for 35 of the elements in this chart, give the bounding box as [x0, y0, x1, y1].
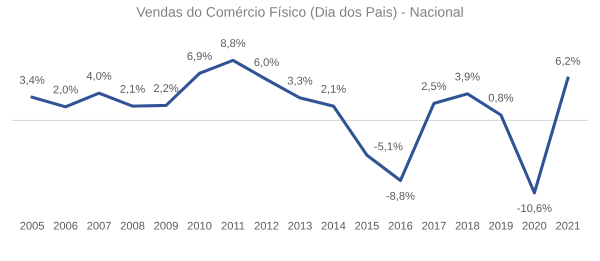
x-tick-label: 2009 [154, 222, 178, 230]
x-tick-label: 2020 [522, 222, 546, 230]
x-tick-label: 2005 [20, 222, 44, 230]
x-tick-label: 2013 [288, 222, 312, 230]
x-tick-label: 2018 [456, 222, 480, 230]
data-label: 2,2% [154, 84, 178, 94]
data-label: 6,9% [187, 52, 212, 62]
data-label: 2,1% [321, 84, 346, 94]
x-tick-label: 2006 [54, 222, 78, 230]
data-label: -5,1% [374, 142, 403, 152]
x-tick-label: 2008 [120, 222, 144, 230]
x-tick-label: 2016 [388, 222, 412, 230]
x-tick-label: 2012 [254, 222, 278, 230]
x-tick-label: 2017 [422, 222, 446, 230]
data-label: 6,2% [556, 56, 580, 66]
data-label: 2,0% [53, 86, 78, 95]
x-tick-label: 2014 [322, 222, 346, 230]
x-tick-label: 2015 [355, 222, 379, 230]
data-label: 2,1% [120, 84, 145, 94]
data-label: 4,0% [86, 72, 112, 82]
data-label: 0,8% [488, 94, 514, 103]
data-label: -10,6% [517, 204, 552, 214]
x-tick-label: 2021 [556, 222, 580, 230]
x-tick-label: 2011 [222, 222, 244, 230]
x-tick-label: 2019 [489, 222, 513, 230]
x-tick-label: 2007 [87, 222, 111, 230]
data-label: 3,3% [288, 76, 312, 86]
data-label: 8,8% [220, 39, 246, 48]
data-label: -8,8% [386, 192, 415, 202]
data-label: 2,5% [422, 82, 446, 92]
data-label: 3,9% [455, 72, 480, 82]
x-tick-label: 2010 [188, 222, 212, 230]
chart-title: Vendas do Comércio Físico (Dia dos Pais) - Nacional [136, 6, 463, 20]
data-label: 6,0% [254, 58, 279, 68]
data-label: 3,4% [20, 76, 44, 86]
